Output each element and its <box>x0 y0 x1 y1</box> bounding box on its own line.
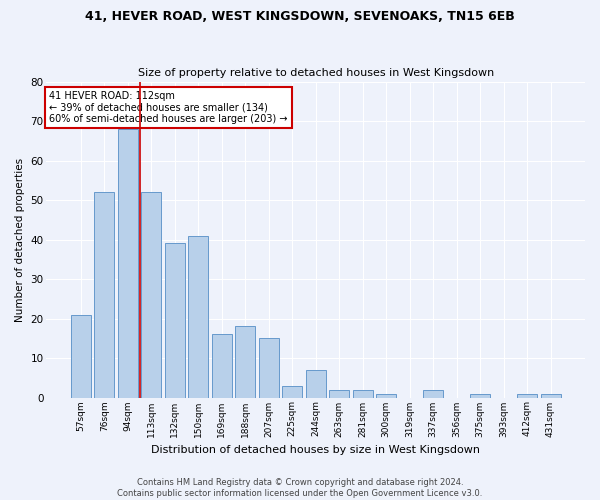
Bar <box>142 192 161 398</box>
Bar <box>329 390 349 398</box>
Bar <box>94 192 115 398</box>
Bar <box>165 244 185 398</box>
Bar <box>470 394 490 398</box>
Title: Size of property relative to detached houses in West Kingsdown: Size of property relative to detached ho… <box>137 68 494 78</box>
Bar <box>282 386 302 398</box>
Bar <box>353 390 373 398</box>
Bar <box>212 334 232 398</box>
Text: 41, HEVER ROAD, WEST KINGSDOWN, SEVENOAKS, TN15 6EB: 41, HEVER ROAD, WEST KINGSDOWN, SEVENOAK… <box>85 10 515 23</box>
Bar <box>118 129 138 398</box>
Bar <box>306 370 326 398</box>
Bar <box>188 236 208 398</box>
Y-axis label: Number of detached properties: Number of detached properties <box>15 158 25 322</box>
X-axis label: Distribution of detached houses by size in West Kingsdown: Distribution of detached houses by size … <box>151 445 480 455</box>
Bar <box>259 338 279 398</box>
Bar <box>517 394 537 398</box>
Bar <box>71 314 91 398</box>
Bar <box>541 394 560 398</box>
Bar <box>423 390 443 398</box>
Bar <box>376 394 396 398</box>
Bar <box>235 326 255 398</box>
Text: Contains HM Land Registry data © Crown copyright and database right 2024.
Contai: Contains HM Land Registry data © Crown c… <box>118 478 482 498</box>
Text: 41 HEVER ROAD: 112sqm
← 39% of detached houses are smaller (134)
60% of semi-det: 41 HEVER ROAD: 112sqm ← 39% of detached … <box>49 91 287 124</box>
